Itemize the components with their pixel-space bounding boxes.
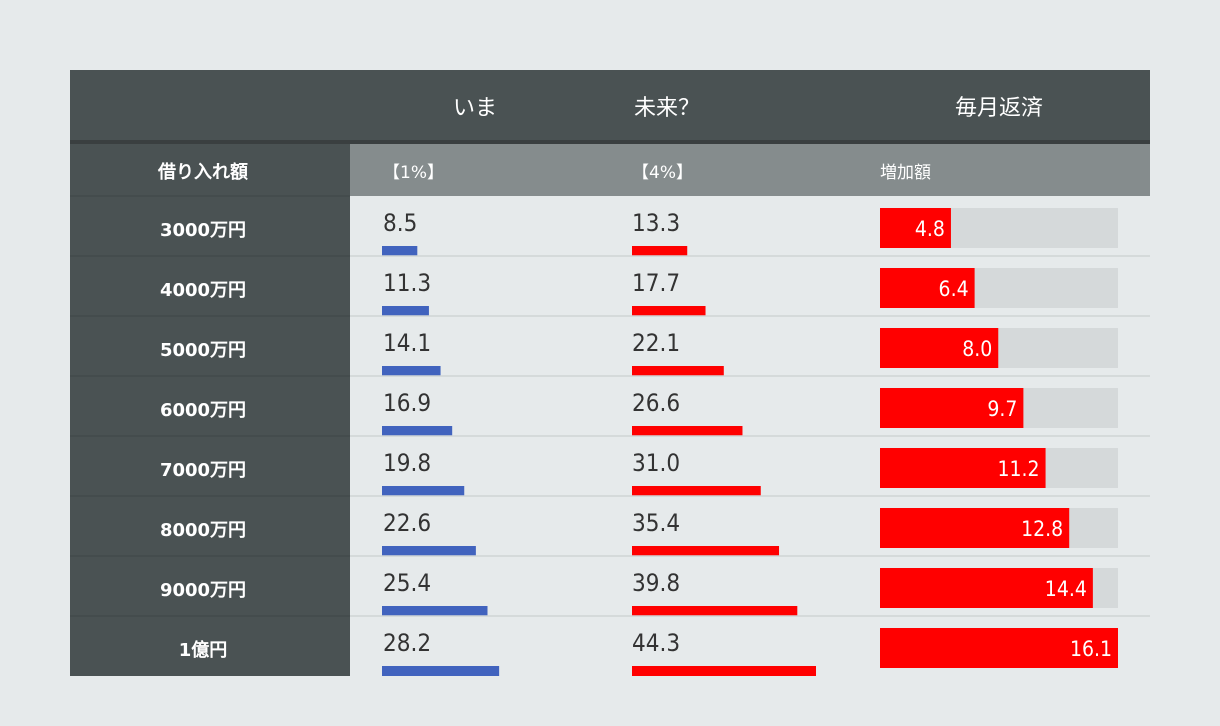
now-value-label-1: 8.5 [383, 209, 417, 237]
now-value-label-2: 11.3 [383, 269, 431, 297]
header-payment: 毎月返済 [955, 96, 1043, 121]
row-label-1: 3000万円 [160, 220, 246, 241]
increase-value-label-3: 8.0 [962, 337, 992, 361]
now-bar-7 [382, 606, 488, 616]
increase-value-label-2: 6.4 [939, 277, 969, 301]
increase-bar-4 [880, 388, 1024, 428]
row-label-2: 4000万円 [160, 280, 246, 301]
row-label-8: 1億円 [179, 639, 228, 661]
row-label-6: 8000万円 [160, 520, 246, 541]
future-value-label-1: 13.3 [632, 209, 680, 237]
row-label-3: 5000万円 [160, 340, 246, 361]
now-value-label-5: 19.8 [383, 449, 431, 477]
subheader-band [350, 144, 1150, 196]
now-bar-1 [382, 246, 418, 256]
subheader-label-cell [70, 144, 350, 196]
now-bar-3 [382, 366, 441, 376]
row-label-5: 7000万円 [160, 460, 246, 481]
now-value-label-6: 22.6 [383, 509, 431, 537]
future-bar-4 [632, 426, 743, 436]
subheader-rate-future: 【4%】 [632, 163, 693, 183]
increase-value-label-7: 14.4 [1045, 577, 1087, 601]
now-value-label-3: 14.1 [383, 329, 431, 357]
row-label-7: 9000万円 [160, 580, 246, 601]
future-bar-8 [632, 666, 816, 676]
header-divider [70, 140, 1150, 144]
increase-value-label-6: 12.8 [1021, 517, 1063, 541]
future-value-label-5: 31.0 [632, 449, 680, 477]
future-value-label-2: 17.7 [632, 269, 680, 297]
increase-bar-7 [880, 568, 1093, 608]
now-bar-6 [382, 546, 476, 556]
future-value-label-4: 26.6 [632, 389, 680, 417]
increase-value-label-1: 4.8 [915, 217, 945, 241]
header-now: いま [453, 96, 497, 121]
increase-value-label-8: 16.1 [1070, 637, 1112, 661]
now-bar-5 [382, 486, 465, 496]
future-bar-7 [632, 606, 798, 616]
increase-bar-3 [880, 328, 999, 368]
now-bar-2 [382, 306, 429, 316]
now-bar-4 [382, 426, 453, 436]
future-value-label-6: 35.4 [632, 509, 680, 537]
increase-bar-8 [880, 628, 1118, 668]
future-bar-5 [632, 486, 761, 496]
increase-bar-1 [880, 208, 951, 248]
subheader-rate-now: 【1%】 [383, 163, 444, 183]
subheader-loan-amount: 借り入れ額 [157, 161, 248, 183]
future-bar-6 [632, 546, 780, 556]
increase-bar-6 [880, 508, 1070, 548]
increase-bar-2 [880, 268, 975, 308]
header-band [70, 70, 1150, 140]
header-future: 未来？ [634, 96, 700, 121]
table-rows: 3000万円 8.5 13.3 4.8 4000万円 11.3 17.7 6.4 5000万円 1… [70, 195, 1150, 676]
future-value-label-7: 39.8 [632, 569, 680, 597]
future-bar-2 [632, 306, 706, 316]
now-value-label-4: 16.9 [383, 389, 431, 417]
subheader-increase: 増加額 [880, 163, 931, 183]
increase-value-label-4: 9.7 [987, 397, 1017, 421]
future-value-label-8: 44.3 [632, 629, 680, 657]
future-value-label-3: 22.1 [632, 329, 680, 357]
future-bar-1 [632, 246, 688, 256]
now-bar-8 [382, 666, 500, 676]
increase-value-label-5: 11.2 [998, 457, 1040, 481]
now-value-label-7: 25.4 [383, 569, 431, 597]
increase-bar-5 [880, 448, 1046, 488]
row-label-4: 6000万円 [160, 400, 246, 421]
now-value-label-8: 28.2 [383, 629, 431, 657]
future-bar-3 [632, 366, 724, 376]
